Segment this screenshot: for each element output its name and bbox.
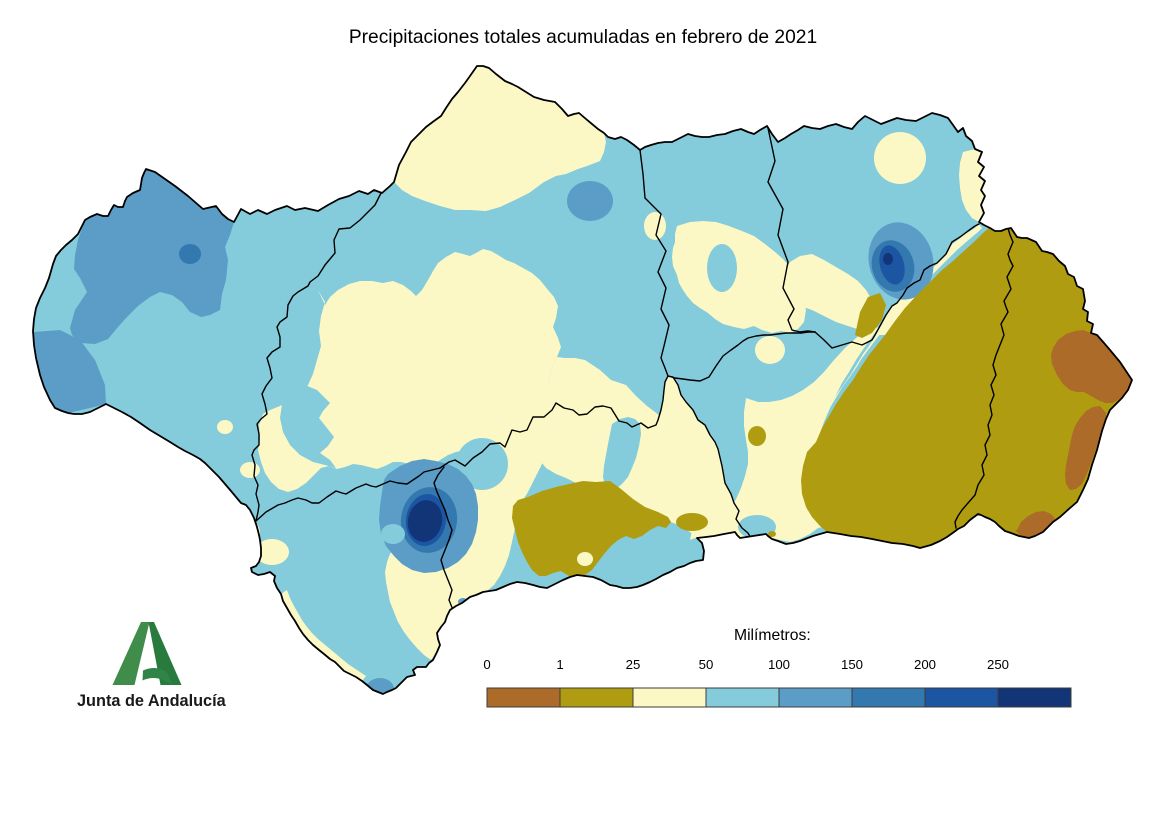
svg-text:100: 100 [768,657,790,672]
svg-text:25: 25 [626,657,641,672]
svg-text:Milímetros:: Milímetros: [734,627,811,644]
svg-text:150: 150 [841,657,863,672]
svg-text:Junta de Andalucía: Junta de Andalucía [77,692,227,710]
svg-text:1: 1 [556,657,563,672]
svg-text:200: 200 [914,657,936,672]
svg-text:0: 0 [483,657,490,672]
svg-text:50: 50 [699,657,714,672]
svg-text:Precipitaciones totales acumul: Precipitaciones totales acumuladas en fe… [349,27,817,48]
svg-text:250: 250 [987,657,1009,672]
